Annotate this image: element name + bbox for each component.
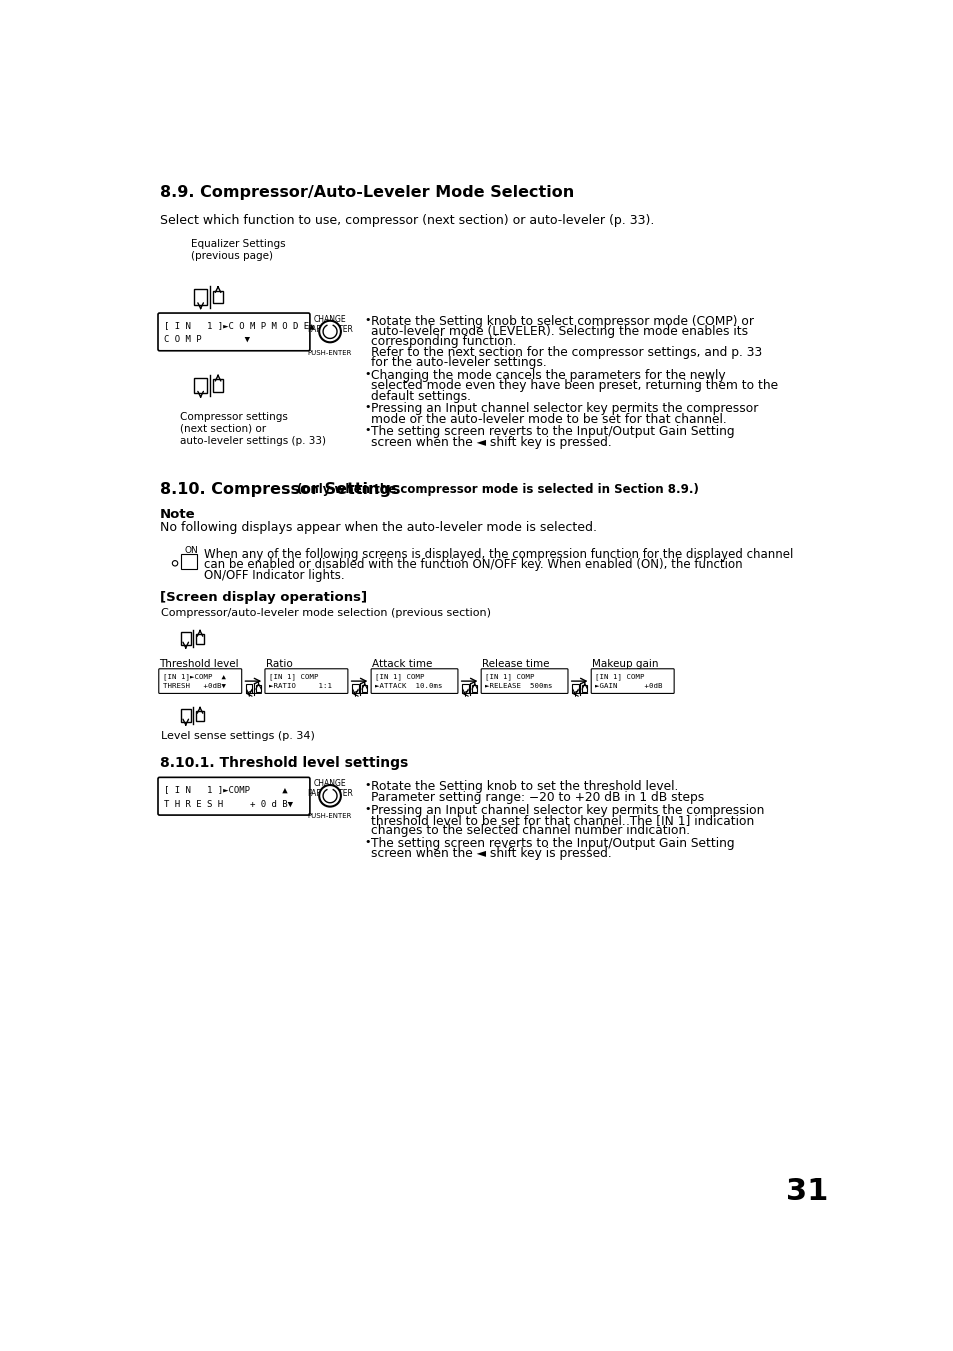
Text: [IN 1] COMP: [IN 1] COMP	[375, 673, 424, 680]
Text: Changing the mode cancels the parameters for the newly: Changing the mode cancels the parameters…	[371, 369, 725, 382]
Circle shape	[319, 320, 340, 342]
Bar	[213, 290, 223, 303]
Text: Equalizer Settings
(previous page): Equalizer Settings (previous page)	[191, 239, 285, 261]
Text: ►ATTACK  10.0ms: ►ATTACK 10.0ms	[375, 684, 442, 689]
Text: Pressing an Input channel selector key permits the compression: Pressing an Input channel selector key p…	[371, 804, 763, 816]
Bar	[581, 685, 587, 692]
Text: [IN 1] COMP: [IN 1] COMP	[595, 673, 644, 680]
Text: corresponding function.: corresponding function.	[371, 335, 517, 349]
Text: [ I N   1 ]►C O M P M O D E▲: [ I N 1 ]►C O M P M O D E▲	[164, 322, 314, 330]
Text: can be enabled or disabled with the function ON/OFF key. When enabled (ON), the : can be enabled or disabled with the func…	[204, 558, 742, 571]
Text: CHANGE
PARAMETER: CHANGE PARAMETER	[307, 315, 353, 334]
Text: •: •	[364, 315, 371, 324]
FancyBboxPatch shape	[371, 669, 457, 693]
Circle shape	[319, 785, 340, 807]
Text: Rotate the Setting knob to select compressor mode (COMP) or: Rotate the Setting knob to select compre…	[371, 315, 753, 327]
Text: The setting screen reverts to the Input/Output Gain Setting: The setting screen reverts to the Input/…	[371, 426, 734, 439]
Text: [Screen display operations]: [Screen display operations]	[159, 590, 366, 604]
Bar	[195, 711, 204, 720]
FancyBboxPatch shape	[158, 669, 241, 693]
Text: Rotate the Setting knob to set the threshold level.: Rotate the Setting knob to set the thres…	[371, 781, 678, 793]
Text: •: •	[364, 838, 371, 847]
FancyBboxPatch shape	[480, 669, 567, 693]
Text: ON: ON	[184, 546, 198, 555]
Bar	[194, 378, 207, 393]
Bar	[180, 709, 191, 721]
Bar	[352, 685, 358, 693]
Bar	[213, 380, 223, 392]
Text: •: •	[364, 369, 371, 378]
Text: ►RATIO     1:1: ►RATIO 1:1	[269, 684, 332, 689]
Text: auto-leveler mode (LEVELER). Selecting the mode enables its: auto-leveler mode (LEVELER). Selecting t…	[371, 326, 747, 338]
Text: Pressing an Input channel selector key permits the compressor: Pressing an Input channel selector key p…	[371, 403, 758, 415]
FancyBboxPatch shape	[158, 777, 310, 815]
Text: ►RELEASE  500ms: ►RELEASE 500ms	[484, 684, 552, 689]
Text: T H R E S H     + 0 d B▼: T H R E S H + 0 d B▼	[164, 800, 293, 808]
Text: [ I N   1 ]►COMP      ▲: [ I N 1 ]►COMP ▲	[164, 785, 288, 794]
FancyBboxPatch shape	[158, 313, 310, 351]
Text: 8.9. Compressor/Auto-Leveler Mode Selection: 8.9. Compressor/Auto-Leveler Mode Select…	[159, 185, 573, 200]
Bar	[246, 685, 253, 693]
Text: [IN 1] COMP: [IN 1] COMP	[484, 673, 534, 680]
Bar	[180, 632, 191, 644]
Bar	[195, 634, 204, 643]
Text: CHANGE
PARAMETER: CHANGE PARAMETER	[307, 780, 353, 798]
Text: ON/OFF Indicator lights.: ON/OFF Indicator lights.	[204, 569, 345, 582]
Text: PUSH-ENTER: PUSH-ENTER	[308, 350, 352, 357]
Bar	[472, 685, 476, 692]
Text: ►GAIN      +0dB: ►GAIN +0dB	[595, 684, 662, 689]
Text: Select which function to use, compressor (next section) or auto-leveler (p. 33).: Select which function to use, compressor…	[159, 215, 653, 227]
Text: Attack time: Attack time	[372, 659, 432, 669]
Text: The setting screen reverts to the Input/Output Gain Setting: The setting screen reverts to the Input/…	[371, 838, 734, 850]
Text: (only when the compressor mode is selected in Section 8.9.): (only when the compressor mode is select…	[297, 484, 699, 496]
Bar	[181, 554, 196, 570]
Text: THRESH   +0dB▼: THRESH +0dB▼	[162, 684, 226, 689]
FancyBboxPatch shape	[591, 669, 674, 693]
Text: Compressor settings
(next section) or
auto-leveler settings (p. 33): Compressor settings (next section) or au…	[179, 412, 325, 446]
Text: No following displays appear when the auto-leveler mode is selected.: No following displays appear when the au…	[159, 521, 596, 534]
Text: Parameter setting range: −20 to +20 dB in 1 dB steps: Parameter setting range: −20 to +20 dB i…	[371, 790, 703, 804]
Text: screen when the ◄ shift key is pressed.: screen when the ◄ shift key is pressed.	[371, 847, 611, 861]
Text: 8.10. Compressor Settings: 8.10. Compressor Settings	[159, 482, 399, 497]
Text: C O M P        ▼: C O M P ▼	[164, 335, 250, 345]
Bar	[362, 685, 367, 692]
Text: •: •	[364, 403, 371, 412]
Text: Refer to the next section for the compressor settings, and p. 33: Refer to the next section for the compre…	[371, 346, 761, 359]
Text: selected mode even they have been preset, returning them to the: selected mode even they have been preset…	[371, 380, 778, 392]
Text: 31: 31	[785, 1177, 827, 1206]
Text: PUSH-ENTER: PUSH-ENTER	[308, 813, 352, 819]
Bar	[462, 685, 468, 693]
Text: [IN 1]►COMP  ▲: [IN 1]►COMP ▲	[162, 673, 226, 680]
FancyBboxPatch shape	[265, 669, 348, 693]
Text: screen when the ◄ shift key is pressed.: screen when the ◄ shift key is pressed.	[371, 436, 611, 449]
Bar	[255, 685, 261, 692]
Circle shape	[172, 561, 177, 566]
Text: threshold level to be set for that channel. The [IN 1] indication: threshold level to be set for that chann…	[371, 813, 754, 827]
Bar	[194, 289, 207, 304]
Text: •: •	[364, 804, 371, 813]
Text: mode or the auto-leveler mode to be set for that channel.: mode or the auto-leveler mode to be set …	[371, 413, 726, 426]
Text: Compressor/auto-leveler mode selection (previous section): Compressor/auto-leveler mode selection (…	[161, 608, 491, 617]
Text: [IN 1] COMP: [IN 1] COMP	[269, 673, 318, 680]
Text: Level sense settings (p. 34): Level sense settings (p. 34)	[161, 731, 314, 742]
Text: changes to the selected channel number indication.: changes to the selected channel number i…	[371, 824, 690, 838]
Text: for the auto-leveler settings.: for the auto-leveler settings.	[371, 357, 546, 369]
Text: 8.10.1. Threshold level settings: 8.10.1. Threshold level settings	[159, 755, 407, 770]
Text: Release time: Release time	[481, 659, 549, 669]
Text: •: •	[364, 781, 371, 790]
Text: Threshold level: Threshold level	[159, 659, 239, 669]
Text: Ratio: Ratio	[266, 659, 293, 669]
Text: Makeup gain: Makeup gain	[592, 659, 658, 669]
Text: •: •	[364, 426, 371, 435]
Text: When any of the following screens is displayed, the compression function for the: When any of the following screens is dis…	[204, 549, 793, 561]
Bar	[572, 685, 578, 693]
Text: Note: Note	[159, 508, 195, 521]
Text: default settings.: default settings.	[371, 389, 471, 403]
